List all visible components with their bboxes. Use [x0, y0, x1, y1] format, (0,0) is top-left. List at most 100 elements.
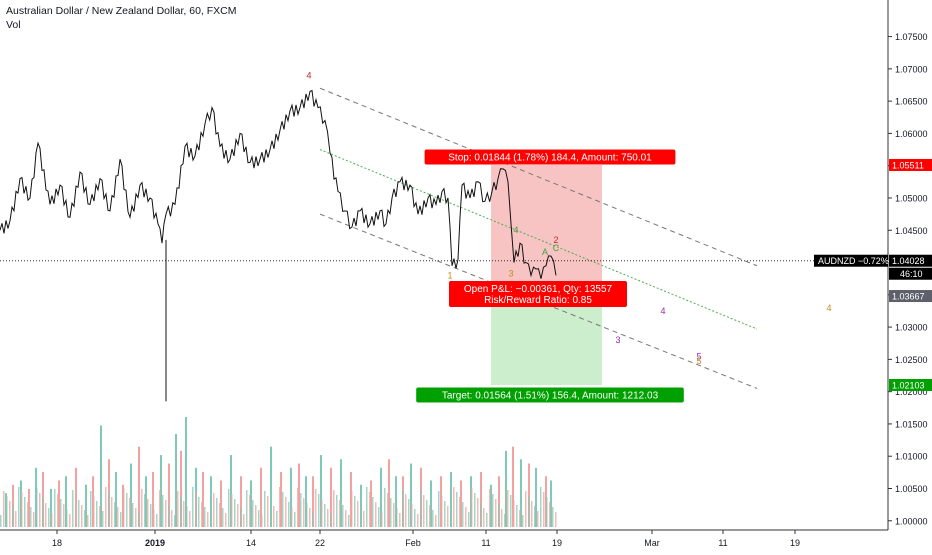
price-tick-label: 1.06000 [895, 129, 928, 139]
volume-bar [255, 505, 257, 527]
volume-bar-up [50, 488, 52, 527]
volume-bar [477, 498, 479, 527]
volume-bar-up [395, 476, 397, 527]
volume-bar-up [130, 463, 132, 527]
volume-bar [345, 510, 347, 527]
channel-mid-line [319, 149, 758, 330]
wave-label: 3 [615, 335, 620, 345]
volume-bar-down [370, 480, 372, 527]
volume-bar-down [312, 476, 314, 527]
volume-bar [549, 502, 551, 527]
wave-label: A [542, 247, 548, 257]
volume-bar [315, 489, 317, 527]
price-tick-label: 1.01000 [895, 452, 928, 462]
time-tick-label: 19 [552, 538, 562, 548]
price-tick-label: 1.00000 [895, 516, 928, 526]
volume-bar-down [180, 450, 182, 527]
stop-label-text: Stop: 0.01844 (1.78%) 184.4, Amount: 750… [448, 152, 652, 163]
volume-bar-down [240, 476, 242, 527]
volume-bar [9, 501, 11, 527]
volume-bar [33, 512, 35, 527]
volume-bar [138, 513, 140, 527]
volume-bar-up [85, 484, 87, 527]
volume-bar [240, 509, 242, 527]
volume-bar [57, 494, 59, 527]
target-label: Target: 0.01564 (1.51%) 156.4, Amount: 1… [416, 387, 684, 403]
volume-bar-up [360, 484, 362, 527]
target-price-tag: 1.02103 [892, 381, 925, 391]
wave-label: 4 [660, 306, 665, 316]
volume-bar [168, 505, 170, 527]
target-label-text: Target: 0.01564 (1.51%) 156.4, Amount: 1… [442, 391, 659, 402]
volume-bar [339, 500, 341, 527]
volume-bar [408, 499, 410, 527]
volume-bar-down [168, 463, 170, 527]
volume-bar [534, 506, 536, 527]
volume-bar [459, 497, 461, 527]
volume-bar [351, 491, 353, 527]
volume-bar-down [460, 480, 462, 527]
volume-bar [234, 499, 236, 527]
volume-bar [42, 498, 44, 527]
volume-bar-down [152, 472, 154, 527]
wave-label: 5 [696, 351, 701, 361]
volume-bar [387, 493, 389, 527]
volume-bar [27, 502, 29, 527]
volume-bar [96, 501, 98, 527]
wave-label: 4 [826, 303, 831, 313]
symbol-change-bg [814, 254, 888, 267]
volume-bar [453, 487, 455, 527]
target-label-bg [416, 387, 684, 403]
pnl-label-text: Risk/Reward Ratio: 0.85 [484, 295, 592, 306]
price-tick-label: 1.02500 [895, 355, 928, 365]
last-price-tag: 1.04028 [892, 256, 925, 266]
last-price-tag-bg [889, 254, 932, 267]
volume-bar [519, 510, 521, 527]
volume-bar [294, 512, 296, 527]
volume-bar-up [410, 463, 412, 527]
volume-bar [399, 513, 401, 527]
entry-price-tag: 1.03667 [892, 292, 925, 302]
price-line [0, 89, 557, 279]
volume-bar [30, 507, 32, 527]
volume-bar [414, 509, 416, 527]
volume-bar [471, 488, 473, 527]
volume-bar [87, 515, 89, 527]
volume-bar [381, 512, 383, 527]
volume-bar [441, 496, 443, 527]
volume-bar-up [290, 467, 292, 527]
volume-bar [252, 500, 254, 527]
volume-bar [228, 489, 230, 527]
price-tick-label: 1.03000 [895, 323, 928, 333]
volume-bar [426, 500, 428, 527]
volume-bar-up [175, 433, 177, 527]
volume-bar-down [58, 480, 60, 527]
price-tick-label: 1.00500 [895, 484, 928, 494]
volume-bar-down [330, 467, 332, 527]
volume-bar [186, 506, 188, 527]
volume-bar [501, 509, 503, 527]
volume-bar [159, 490, 161, 527]
volume-bar [12, 506, 14, 527]
volume-bar [444, 501, 446, 527]
time-tick-label: 19 [790, 538, 800, 548]
volume-bar-down [528, 463, 530, 527]
time-tick-label: 2019 [145, 538, 165, 548]
volume-bar [120, 512, 122, 527]
volume-bar [165, 500, 167, 527]
channel-upper-line [319, 87, 758, 267]
volume-bar [111, 497, 113, 527]
volume-bar [438, 491, 440, 527]
volume-bar [303, 498, 305, 527]
time-tick-label: 22 [315, 538, 325, 548]
volume-bar [330, 514, 332, 527]
volume-bar [63, 504, 65, 527]
volume-bar [174, 515, 176, 527]
volume-bar [378, 507, 380, 527]
volume-bar [507, 490, 509, 527]
volume-bar [90, 491, 92, 527]
price-tick-label: 1.01500 [895, 419, 928, 429]
volume-bar-down [480, 472, 482, 527]
